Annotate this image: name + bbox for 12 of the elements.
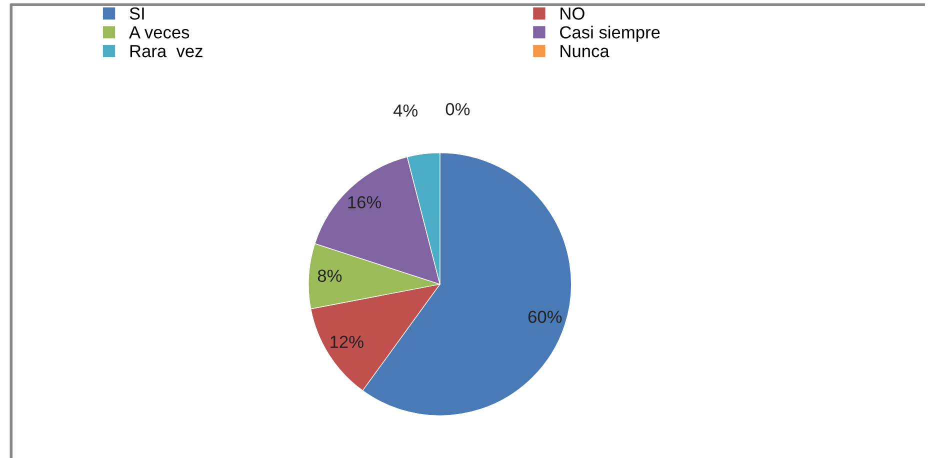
data-label: 4%: [393, 104, 418, 117]
legend-label: Nunca: [560, 45, 610, 58]
data-label: 16%: [348, 196, 382, 208]
data-label: 60%: [528, 310, 562, 323]
legend-label: SI: [130, 7, 144, 20]
legend-label: A veces: [129, 26, 190, 38]
data-label: 8%: [318, 270, 342, 282]
legend-label: NO: [560, 7, 584, 20]
legend-label: Rara vez: [130, 45, 202, 58]
legend-label: Casi siempre: [560, 26, 660, 42]
text: 0%: [446, 103, 470, 116]
data-label: 12%: [330, 336, 364, 348]
